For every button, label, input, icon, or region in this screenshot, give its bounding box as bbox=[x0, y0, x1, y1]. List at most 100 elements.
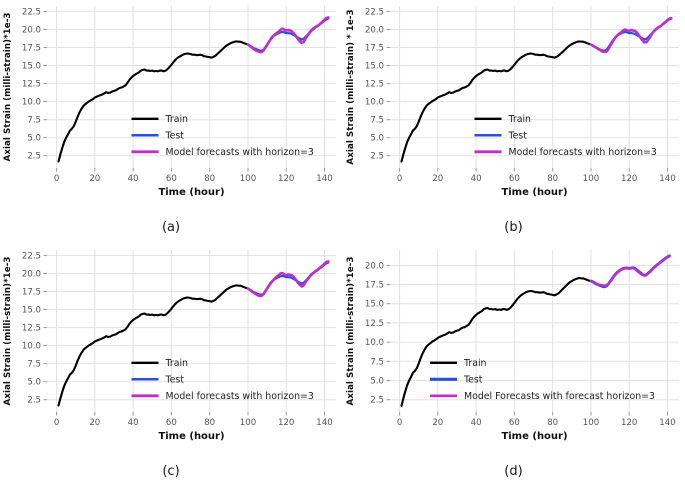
y-tick-label: 17.5 bbox=[364, 44, 383, 54]
x-tick-label: 80 bbox=[204, 174, 215, 184]
y-tick-label: 20.0 bbox=[364, 261, 383, 271]
x-tick-label: 120 bbox=[620, 418, 636, 428]
chart-a: 0 20 40 60 80 100 120 140 2.5 5.0 7.5 10.0 12.5 15.0 1… bbox=[0, 0, 342, 244]
x-tick-label: 80 bbox=[547, 418, 558, 428]
legend: Train Test Model forecasts with horizon=3 bbox=[474, 114, 656, 158]
x-tick-label: 140 bbox=[316, 418, 332, 428]
legend-label-forecast: Model forecasts with horizon=3 bbox=[166, 147, 314, 158]
x-tick-label: 20 bbox=[89, 174, 100, 184]
chart-svg-c: 0 20 40 60 80 100 120 140 2.5 5.0 7.5 10.0 12.5 15.0 1… bbox=[3, 250, 336, 442]
x-tick-label: 120 bbox=[278, 418, 294, 428]
y-tick-label: 7.5 bbox=[27, 360, 41, 370]
chart-svg-a: 0 20 40 60 80 100 120 140 2.5 5.0 7.5 10.0 12.5 15.0 1… bbox=[3, 6, 336, 198]
x-tick-label: 80 bbox=[204, 418, 215, 428]
y-axis-label: Axial Strain (milli-strain)*1e-3 bbox=[3, 256, 13, 405]
forecast-series-line bbox=[246, 16, 330, 54]
x-tick-label: 0 bbox=[396, 174, 401, 184]
y-tick-label: 5.0 bbox=[370, 377, 384, 387]
x-tick-label: 80 bbox=[547, 174, 558, 184]
y-tick-label: 7.5 bbox=[370, 116, 384, 126]
x-tick-label: 40 bbox=[470, 418, 481, 428]
test-series-line bbox=[589, 17, 672, 52]
legend-label-train: Train bbox=[507, 114, 531, 125]
x-tick-label: 0 bbox=[396, 418, 401, 428]
y-tick-label: 15.0 bbox=[22, 62, 41, 72]
y-tick-label: 10.0 bbox=[364, 98, 383, 108]
y-tick-label: 22.5 bbox=[22, 251, 41, 261]
y-tick-label: 2.5 bbox=[370, 396, 384, 406]
x-tick-label: 140 bbox=[316, 174, 332, 184]
y-tick-label: 10.0 bbox=[22, 98, 41, 108]
y-tick-label: 20.0 bbox=[22, 270, 41, 280]
legend-label-train: Train bbox=[165, 358, 189, 369]
legend-label-test: Test bbox=[463, 375, 483, 386]
gridlines bbox=[47, 250, 336, 412]
axes-ticks: 0 20 40 60 80 100 120 140 2.5 5.0 7.5 10.0 12.5 15.0 1… bbox=[364, 261, 675, 428]
legend: Train Test Model forecasts with horizon=3 bbox=[131, 358, 314, 402]
chart-caption-c: (c) bbox=[162, 463, 180, 479]
y-tick-label: 5.0 bbox=[370, 134, 384, 144]
x-tick-label: 20 bbox=[89, 418, 100, 428]
x-tick-label: 40 bbox=[470, 174, 481, 184]
x-tick-label: 60 bbox=[508, 418, 519, 428]
x-tick-label: 100 bbox=[240, 418, 256, 428]
x-tick-label: 100 bbox=[582, 418, 598, 428]
y-tick-label: 2.5 bbox=[27, 152, 41, 162]
legend-label-test: Test bbox=[507, 131, 527, 142]
y-tick-label: 12.5 bbox=[22, 324, 41, 334]
train-series-line bbox=[399, 276, 592, 407]
y-tick-label: 15.0 bbox=[364, 62, 383, 72]
chart-caption-b: (b) bbox=[504, 219, 523, 235]
x-tick-label: 60 bbox=[166, 418, 177, 428]
forecast-series-line bbox=[246, 260, 330, 298]
train-series-line bbox=[57, 40, 250, 163]
x-tick-label: 20 bbox=[432, 418, 443, 428]
x-axis-label: Time (hour) bbox=[501, 187, 567, 198]
test-series-line bbox=[589, 254, 671, 289]
y-tick-label: 20.0 bbox=[22, 26, 41, 36]
x-axis-label: Time (hour) bbox=[158, 431, 224, 442]
y-tick-label: 5.0 bbox=[27, 378, 41, 388]
chart-caption-a: (a) bbox=[161, 219, 181, 235]
y-tick-label: 10.0 bbox=[364, 338, 383, 348]
forecast-series-line bbox=[589, 16, 673, 54]
gridlines bbox=[389, 250, 679, 412]
chart-d: 0 20 40 60 80 100 120 140 2.5 5.0 7.5 10.0 12.5 15.0 1… bbox=[342, 244, 685, 488]
legend-label-forecast: Model forecasts with horizon=3 bbox=[508, 147, 656, 158]
legend-label-train: Train bbox=[463, 358, 487, 369]
train-series-line bbox=[57, 284, 250, 407]
y-tick-label: 5.0 bbox=[27, 134, 41, 144]
y-axis-label: Axial Strain (milli-strain) * 1e-3 bbox=[346, 9, 356, 164]
legend-label-forecast: Model forecasts with horizon=3 bbox=[166, 391, 314, 402]
x-tick-label: 0 bbox=[54, 174, 59, 184]
legend-label-train: Train bbox=[165, 114, 189, 125]
x-tick-label: 0 bbox=[54, 418, 59, 428]
chart-b: 0 20 40 60 80 100 120 140 2.5 5.0 7.5 10.0 12.5 15.0 1… bbox=[342, 0, 685, 244]
x-tick-label: 120 bbox=[620, 174, 636, 184]
chart-svg-d: 0 20 40 60 80 100 120 140 2.5 5.0 7.5 10.0 12.5 15.0 1… bbox=[346, 250, 679, 442]
x-tick-label: 60 bbox=[508, 174, 519, 184]
chart-svg-b: 0 20 40 60 80 100 120 140 2.5 5.0 7.5 10.0 12.5 15.0 1… bbox=[346, 6, 679, 198]
x-axis-label: Time (hour) bbox=[501, 431, 567, 442]
x-tick-label: 140 bbox=[659, 174, 675, 184]
forecast-series-line bbox=[589, 255, 671, 287]
y-tick-label: 17.5 bbox=[22, 44, 41, 54]
gridlines bbox=[47, 6, 336, 168]
y-tick-label: 15.0 bbox=[22, 306, 41, 316]
legend-label-test: Test bbox=[165, 375, 185, 386]
x-tick-label: 100 bbox=[582, 174, 598, 184]
y-tick-label: 10.0 bbox=[22, 342, 41, 352]
x-tick-label: 40 bbox=[128, 418, 139, 428]
x-tick-label: 60 bbox=[166, 174, 177, 184]
y-tick-label: 17.5 bbox=[364, 281, 383, 291]
x-tick-label: 20 bbox=[432, 174, 443, 184]
x-tick-label: 120 bbox=[278, 174, 294, 184]
test-series-line bbox=[246, 17, 330, 52]
legend: Train Test Model Forecasts with forecast h… bbox=[429, 358, 655, 402]
axes-ticks: 0 20 40 60 80 100 120 140 2.5 5.0 7.5 10.0 12.5 15.0 1… bbox=[364, 7, 675, 184]
legend-label-forecast: Model Forecasts with forecast horizon=3 bbox=[464, 391, 655, 402]
y-tick-label: 15.0 bbox=[364, 300, 383, 310]
y-tick-label: 12.5 bbox=[364, 80, 383, 90]
x-axis-label: Time (hour) bbox=[158, 187, 224, 198]
